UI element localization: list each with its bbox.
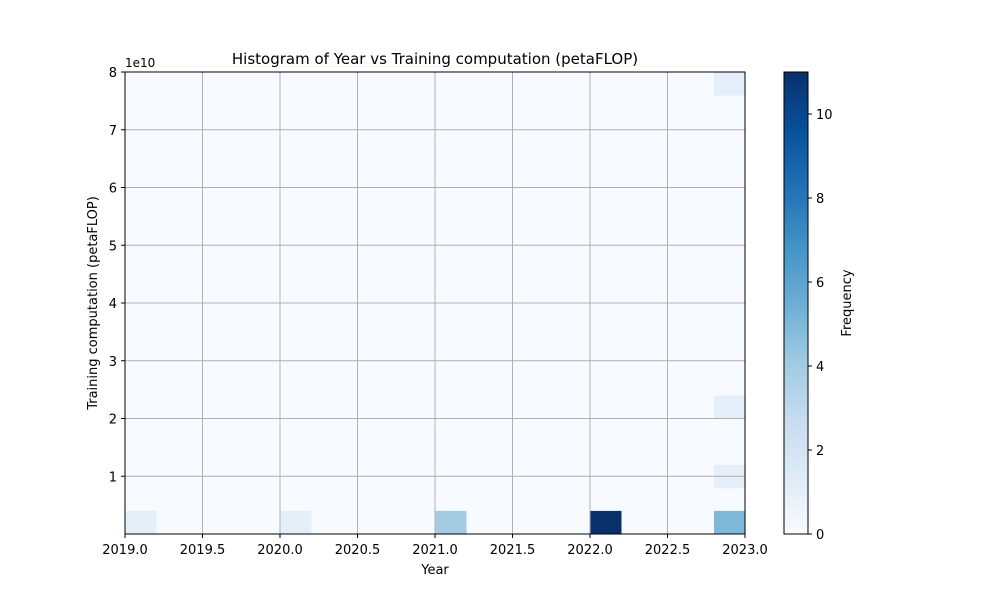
y-tick-label: 5 (109, 239, 117, 254)
x-tick-label: 2022.0 (567, 543, 613, 558)
y-axis-ticks: 1 2 3 4 5 6 7 8 (109, 66, 125, 485)
y-tick-label: 4 (109, 297, 117, 312)
x-tick-label: 2019.0 (102, 543, 148, 558)
y-tick-label: 6 (109, 182, 117, 197)
heatmap-cell (714, 395, 746, 419)
colorbar-label: Frequency (840, 269, 855, 336)
colorbar-ticks: 0 2 4 6 8 10 (808, 108, 833, 543)
x-tick-label: 2021.5 (490, 543, 536, 558)
heatmap-cell (435, 510, 467, 535)
heatmap-cell (590, 510, 622, 535)
heatmap-cell (280, 510, 312, 535)
x-axis-label: Year (420, 563, 449, 578)
colorbar-tick-label: 2 (816, 444, 824, 459)
y-tick-label: 8 (109, 66, 117, 81)
y-axis-label: Training computation (petaFLOP) (86, 196, 101, 411)
grid-lines (124, 71, 746, 534)
y-tick-label: 2 (109, 413, 117, 428)
x-tick-label: 2019.5 (180, 543, 226, 558)
heatmap-cell (714, 510, 746, 535)
colorbar-tick-label: 10 (816, 108, 833, 123)
x-tick-label: 2023.0 (722, 543, 768, 558)
colorbar-tick-label: 4 (816, 360, 824, 375)
y-axis-scale-label: 1e10 (125, 56, 155, 70)
y-tick-label: 7 (109, 124, 117, 139)
x-axis-ticks: 2019.0 2019.5 2020.0 2020.5 2021.0 2021.5 2022… (102, 534, 768, 558)
x-tick-label: 2020.5 (335, 543, 381, 558)
x-tick-label: 2022.5 (645, 543, 691, 558)
x-tick-label: 2021.0 (412, 543, 458, 558)
heatmap-cell (714, 72, 746, 96)
colorbar-tick-label: 6 (816, 276, 824, 291)
colorbar-tick-label: 0 (816, 528, 824, 543)
colorbar-tick-label: 8 (816, 192, 824, 207)
chart-title: Histogram of Year vs Training computatio… (232, 50, 638, 68)
x-tick-label: 2020.0 (257, 543, 303, 558)
colorbar (783, 71, 809, 535)
y-tick-label: 3 (109, 355, 117, 370)
heatmap-cell (125, 510, 157, 535)
y-tick-label: 1 (109, 470, 117, 485)
